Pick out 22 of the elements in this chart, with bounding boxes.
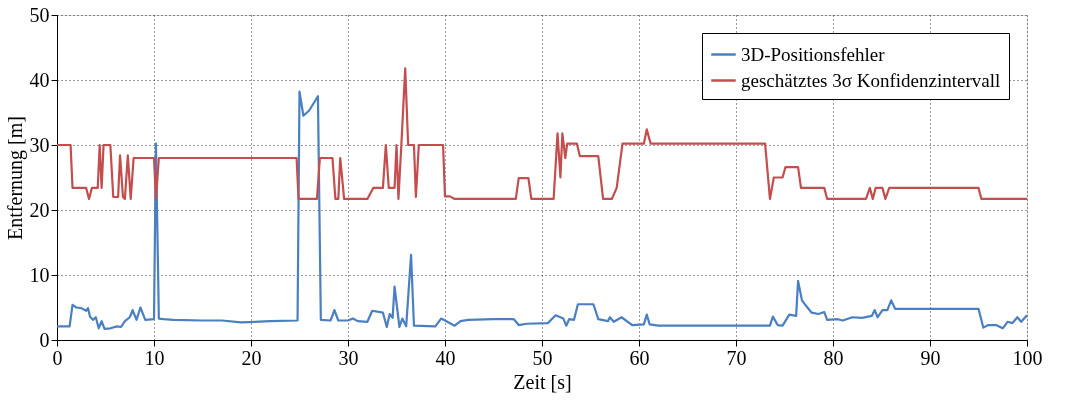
y-tick-label: 40: [29, 68, 50, 91]
y-axis-title: Entfernung [m]: [3, 116, 27, 240]
y-tick-label: 50: [29, 3, 50, 26]
x-tick-label: 80: [823, 346, 844, 369]
x-tick-label: 20: [241, 346, 262, 369]
line-series: [57, 67, 1027, 201]
legend-label: 3D-Positionsfehler: [741, 43, 886, 65]
y-tick-label: 30: [29, 133, 50, 156]
x-tick-label: 50: [532, 346, 553, 369]
line-series: [57, 90, 1027, 331]
x-tick-label: 30: [338, 346, 359, 369]
x-tick-label: 70: [726, 346, 747, 369]
legend-label: geschätztes 3σ Konfidenzintervall: [741, 69, 1001, 91]
x-tick-label: 100: [1012, 346, 1043, 369]
y-tick-label: 20: [29, 198, 50, 221]
x-tick-label: 40: [435, 346, 456, 369]
x-tick-label: 10: [144, 346, 165, 369]
y-tick-label: 10: [29, 263, 50, 286]
y-tick-label: 0: [39, 328, 50, 351]
x-tick-label: 90: [920, 346, 941, 369]
x-tick-label: 60: [629, 346, 650, 369]
x-axis-title: Zeit [s]: [513, 370, 572, 393]
